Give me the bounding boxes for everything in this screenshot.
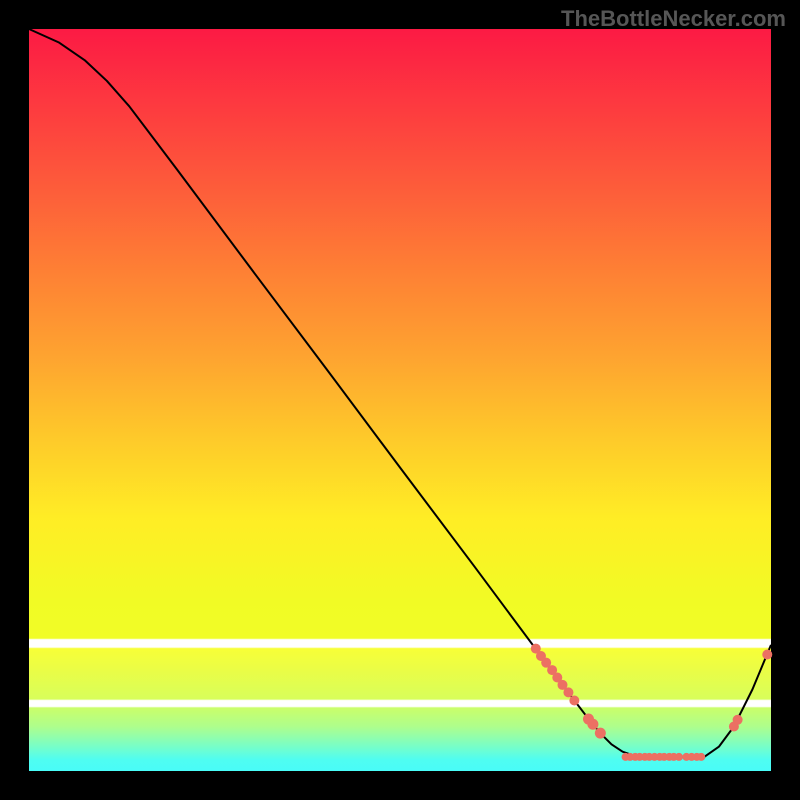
stage: TheBottleNecker.com	[0, 0, 800, 800]
plot-background	[29, 29, 771, 771]
watermark-text: TheBottleNecker.com	[561, 6, 786, 32]
